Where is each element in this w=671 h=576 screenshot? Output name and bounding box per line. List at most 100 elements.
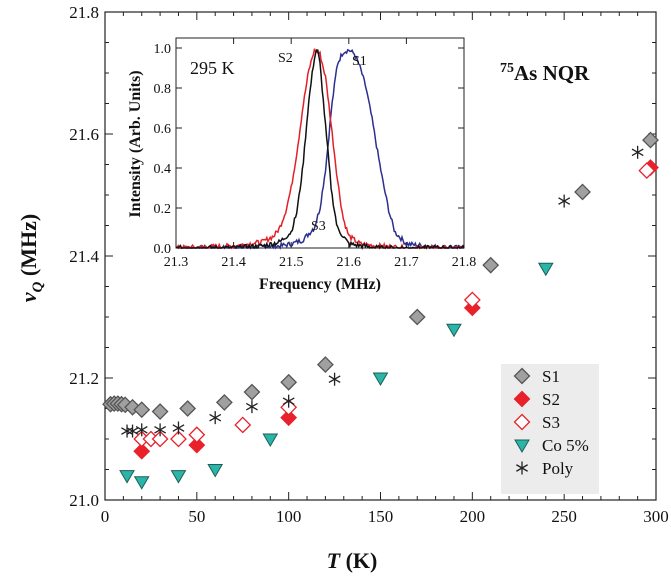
point-co-5 xyxy=(372,372,389,386)
y-tick-label: 21.2 xyxy=(69,369,99,388)
point-poly xyxy=(121,424,133,438)
legend-label-co-5: Co 5% xyxy=(542,436,589,455)
x-tick-label: 300 xyxy=(643,507,669,526)
series-s1 xyxy=(102,131,659,420)
inset-x-tick-label: 21.8 xyxy=(452,255,477,270)
x-axis-label: T (K) xyxy=(327,548,378,573)
point-s3 xyxy=(151,430,169,448)
main-ticks: 0 50 100 150 200 250 300 21.0 21.2 21.4 21.6 21.8 xyxy=(69,3,669,526)
inset-y-tick-label: 0.4 xyxy=(154,162,172,177)
point-s1 xyxy=(280,373,298,391)
point-s1 xyxy=(316,356,334,373)
x-tick-label: 200 xyxy=(460,507,486,526)
point-s3 xyxy=(234,416,252,434)
x-tick-label: 100 xyxy=(276,507,302,526)
nqr-mass: 75 xyxy=(500,61,514,76)
point-s2 xyxy=(133,442,151,460)
inset-y-tick-label: 0.0 xyxy=(154,242,172,257)
point-s2 xyxy=(188,436,206,454)
x-tick-label: 0 xyxy=(101,507,110,526)
main-marks xyxy=(102,131,659,490)
point-s3 xyxy=(170,430,187,448)
inset-line-s3 xyxy=(175,49,465,250)
legend: S1 S2 S3 Co 5% Poly xyxy=(501,364,599,494)
inset-lines xyxy=(175,48,465,250)
inset-x-tick-label: 21.5 xyxy=(279,255,304,270)
y-tick-label: 21.4 xyxy=(69,247,99,266)
x-tick-label: 250 xyxy=(551,507,577,526)
y-tick-label: 21.8 xyxy=(69,3,99,22)
x-axis-label-italic: T xyxy=(327,548,342,573)
inset-x-tick-label: 21.4 xyxy=(221,255,246,270)
series-poly xyxy=(121,145,644,438)
point-co-5 xyxy=(207,464,224,478)
series-co-5 xyxy=(119,262,554,490)
legend-label-poly: Poly xyxy=(542,459,574,478)
y-tick-label: 21.6 xyxy=(69,125,99,144)
inset-x-label: Frequency (MHz) xyxy=(259,276,381,293)
legend-label-s2: S2 xyxy=(542,390,560,409)
point-poly xyxy=(154,423,167,437)
point-s1 xyxy=(574,183,591,201)
point-poly xyxy=(172,421,185,435)
point-s1 xyxy=(179,400,197,417)
point-s1 xyxy=(215,393,233,411)
point-s3 xyxy=(463,291,481,309)
point-poly xyxy=(558,194,571,208)
point-co-5 xyxy=(119,470,135,484)
inset-x-tick-label: 21.3 xyxy=(164,255,189,270)
legend-label-s1: S1 xyxy=(542,367,560,386)
series-s3 xyxy=(133,162,656,448)
point-s1 xyxy=(482,256,500,274)
y-axis-label: νQ (MHz) xyxy=(16,214,46,302)
inset-label-s3: S3 xyxy=(311,219,326,234)
point-co-5 xyxy=(170,470,187,484)
point-co-5 xyxy=(262,433,279,447)
inset-label-s1: S1 xyxy=(352,54,367,69)
inset-y-label: Intensity (Arb. Units) xyxy=(127,70,144,217)
inset-y-tick-label: 0.6 xyxy=(154,122,172,137)
inset-label-s2: S2 xyxy=(278,51,293,66)
point-co-5 xyxy=(446,323,462,338)
x-axis-label-unit: (K) xyxy=(340,548,377,573)
point-poly xyxy=(245,400,258,414)
legend-label-s3: S3 xyxy=(542,413,560,432)
y-axis-sub: Q xyxy=(30,281,46,292)
point-s3 xyxy=(638,162,656,180)
y-axis-unit: (MHz) xyxy=(16,214,41,282)
inset-temperature: 295 K xyxy=(190,58,235,78)
point-s1 xyxy=(151,403,169,420)
point-poly xyxy=(328,372,341,386)
point-co-5 xyxy=(537,262,554,277)
point-s1 xyxy=(133,401,151,419)
inset-background xyxy=(175,37,465,249)
inset-y-tick-label: 0.8 xyxy=(154,82,172,97)
inset-y-tick-label: 1.0 xyxy=(154,42,172,57)
point-poly xyxy=(631,145,644,159)
x-tick-label: 150 xyxy=(368,507,394,526)
inset-chart: 21.3 21.4 21.5 21.6 21.7 21.8 0.0 0.2 0.4 0.6 0.8 1… xyxy=(127,37,477,293)
nqr-text: As NQR xyxy=(514,61,590,85)
legend-marker-poly xyxy=(516,461,528,475)
inset-y-tick-label: 0.2 xyxy=(154,202,172,217)
point-poly xyxy=(135,423,148,437)
inset-x-tick-label: 21.7 xyxy=(394,255,419,270)
point-poly xyxy=(209,411,222,425)
legend-marker-co-5 xyxy=(514,439,530,453)
y-tick-label: 21.0 xyxy=(69,491,99,510)
point-s1 xyxy=(642,131,659,149)
legend-marker-s3 xyxy=(513,413,531,431)
point-co-5 xyxy=(133,476,150,490)
inset-ticks: 21.3 21.4 21.5 21.6 21.7 21.8 0.0 0.2 0.4 0.6 0.8 1… xyxy=(154,38,477,270)
point-s3 xyxy=(188,426,206,444)
point-s2 xyxy=(280,409,298,427)
point-poly xyxy=(282,394,295,408)
y-axis-symbol: ν xyxy=(16,292,41,302)
nqr-annotation: 75As NQR xyxy=(500,61,590,85)
legend-box xyxy=(501,364,599,494)
x-tick-label: 50 xyxy=(188,507,205,526)
legend-marker-s2 xyxy=(513,390,531,408)
legend-marker-s1 xyxy=(513,367,531,385)
point-s1 xyxy=(408,308,426,326)
